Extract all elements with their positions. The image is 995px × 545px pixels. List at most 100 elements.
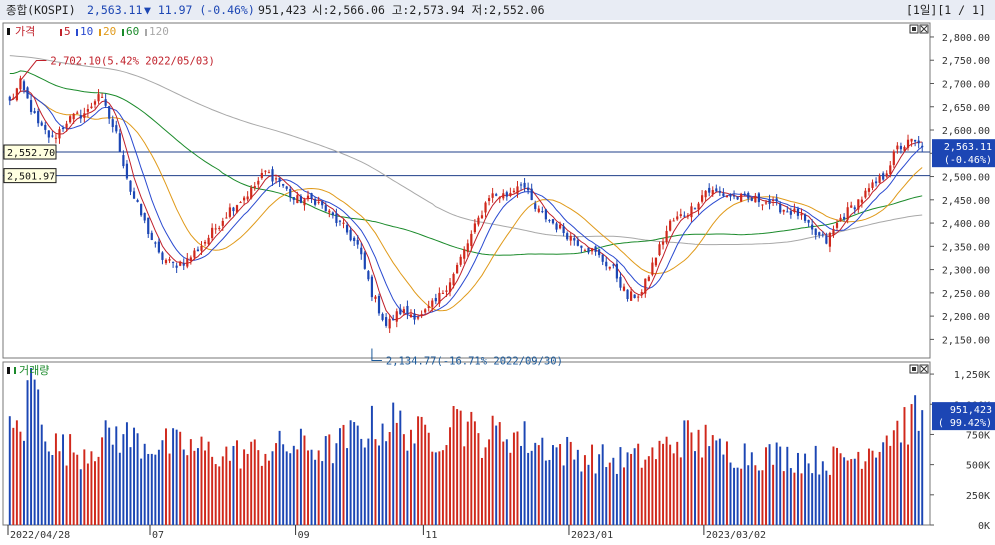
current-price-box <box>932 139 995 168</box>
candle-body <box>179 261 182 266</box>
candle-body <box>544 209 547 220</box>
volume-bar <box>147 453 150 525</box>
candle-body <box>438 292 441 304</box>
volume-bar <box>789 468 792 525</box>
volume-bar <box>715 440 718 525</box>
volume-bar <box>569 441 572 525</box>
stock-chart: 2,800.00 2,750.00 2,700.00 2,650.00 2,600.00… <box>0 20 995 541</box>
candle-body <box>86 109 89 112</box>
volume-bar <box>182 449 185 525</box>
candle-body <box>296 195 299 204</box>
volume-bar <box>328 434 331 525</box>
candle-body <box>807 219 810 223</box>
volume-bar <box>346 448 349 525</box>
candle-body <box>729 194 732 197</box>
volume-panel-buttons[interactable] <box>909 364 929 374</box>
moving-average-60-line <box>9 70 923 256</box>
volume-bar <box>193 450 196 525</box>
volume-bar <box>701 457 704 525</box>
candle-body <box>477 217 480 225</box>
volume-bar <box>257 450 260 525</box>
volume-tick-label: 1,250K <box>954 370 990 381</box>
volume-bar <box>342 424 345 525</box>
chart-background <box>0 20 995 541</box>
price-tick-label: 2,800.00 <box>942 33 990 44</box>
volume-bar <box>619 447 622 525</box>
volume-bar <box>484 447 487 525</box>
legend-ma-marker <box>122 29 124 36</box>
candle-body <box>814 228 817 236</box>
volume-bar <box>473 421 476 525</box>
volume-bar <box>307 450 309 525</box>
volume-bar <box>165 428 167 525</box>
price-change: ▼ 11.97 (-0.46%) <box>144 3 255 17</box>
candle-body <box>452 273 455 286</box>
volume-bar <box>839 453 842 525</box>
candle-body <box>828 232 832 247</box>
candle-body <box>207 237 210 245</box>
candle-body <box>203 241 207 244</box>
volume-bar <box>221 456 224 525</box>
price-panel-buttons[interactable] <box>909 24 929 34</box>
candle-body <box>608 266 611 269</box>
candle-body <box>644 278 647 294</box>
volume-bar <box>321 461 324 525</box>
volume-bar <box>612 457 615 525</box>
volume-bar <box>857 451 860 525</box>
volume-bar <box>633 448 636 525</box>
candle-body <box>47 130 50 138</box>
volume-bar <box>246 453 249 525</box>
volume-bar <box>136 433 139 525</box>
maximize-icon-inner <box>912 27 916 31</box>
volume-bar <box>157 449 160 525</box>
volume-bar <box>413 443 416 525</box>
x-tick-label: 2023/03/02 <box>706 530 766 541</box>
volume-bar <box>154 454 157 525</box>
price-tick-label: 2,250.00 <box>942 289 990 300</box>
volume-bar <box>523 421 526 525</box>
volume-bar <box>101 437 104 525</box>
volume-bar <box>65 465 68 525</box>
candle-body <box>619 276 622 288</box>
candle-body <box>441 292 445 294</box>
volume-bar <box>605 467 608 525</box>
price-tick-label: 2,650.00 <box>942 103 990 114</box>
candle-body <box>342 222 345 224</box>
volume-bar <box>750 452 753 525</box>
volume-bar <box>711 435 714 525</box>
volume-bar <box>669 444 672 525</box>
volume-bar <box>324 436 327 525</box>
candle-body <box>399 308 402 315</box>
candle-body <box>161 252 164 260</box>
period-selector[interactable]: [1일][1 / 1] <box>906 3 986 17</box>
candle-body <box>44 124 47 130</box>
price-tick-label: 2,200.00 <box>942 312 990 323</box>
candle-body <box>899 145 903 150</box>
volume-bar <box>449 427 451 525</box>
volume-bar <box>79 469 82 525</box>
price-tick-label: 2,400.00 <box>942 219 990 230</box>
chart-area: 2,800.00 2,750.00 2,700.00 2,650.00 2,600.00… <box>0 20 995 545</box>
candle-body <box>51 135 54 137</box>
candle-body <box>601 254 604 262</box>
candle-body <box>104 99 107 106</box>
volume-bar <box>58 451 61 525</box>
volume-bar <box>601 444 604 525</box>
volume-bar <box>253 439 256 525</box>
candle-body <box>33 111 36 114</box>
candle-body <box>246 196 249 200</box>
volume-bar <box>427 432 430 525</box>
candle-body <box>363 252 366 269</box>
volume-bar <box>754 465 757 525</box>
volume-bar <box>44 441 47 525</box>
candle-body <box>356 239 359 245</box>
candle-body <box>775 198 778 202</box>
candle-body <box>470 233 473 246</box>
volume-bar <box>899 442 902 525</box>
ohl-values: 시:2,566.06 고:2,573.94 저:2,552.06 <box>312 3 545 17</box>
candle-body <box>264 170 267 172</box>
candle-body <box>76 112 79 114</box>
candle-body <box>274 178 278 180</box>
candle-body <box>736 196 739 200</box>
volume-bar <box>62 434 65 525</box>
